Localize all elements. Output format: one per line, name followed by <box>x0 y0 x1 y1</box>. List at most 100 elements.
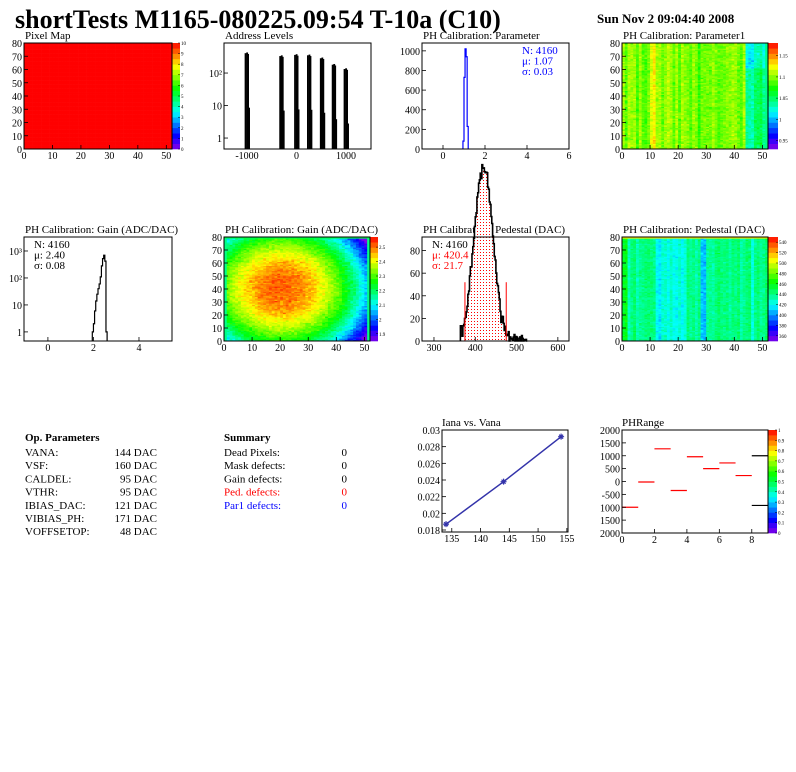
heatmap-cell <box>132 131 136 134</box>
heatmap-cell <box>622 123 626 126</box>
heatmap-cell <box>83 74 87 77</box>
heatmap-cell <box>69 78 73 81</box>
heatmap-cell <box>46 99 50 102</box>
heatmap-cell <box>29 60 33 62</box>
heatmap-cell <box>38 62 42 65</box>
heatmap-cell <box>38 81 42 84</box>
heatmap-cell <box>117 92 122 94</box>
heatmap-cell <box>61 84 65 86</box>
heatmap-cell <box>115 137 119 139</box>
heatmap-cell <box>78 118 82 121</box>
heatmap-cell <box>123 147 127 150</box>
heatmap-cell <box>112 92 116 94</box>
heatmap-cell <box>103 138 107 141</box>
heatmap-cell <box>622 113 626 115</box>
heatmap-cell <box>152 121 156 123</box>
heatmap-cell <box>49 50 53 53</box>
heatmap-cell <box>66 107 70 110</box>
heatmap-cell <box>140 77 144 80</box>
heatmap-cell <box>58 101 62 103</box>
heatmap-cell <box>98 115 102 118</box>
heatmap-cell <box>92 77 96 80</box>
heatmap-cell <box>126 72 130 74</box>
heatmap-cell <box>103 45 107 48</box>
heatmap-cell <box>636 88 640 90</box>
heatmap-cell <box>143 53 147 56</box>
heatmap-cell <box>143 134 147 137</box>
heatmap-cell <box>58 50 62 53</box>
heatmap-cell <box>103 137 107 139</box>
heatmap-cell <box>86 123 90 126</box>
heatmap-cell <box>29 66 33 69</box>
heatmap-cell <box>622 119 626 122</box>
heatmap-cell <box>135 141 139 143</box>
heatmap-cell <box>638 114 642 117</box>
heatmap-cell <box>622 61 626 64</box>
heatmap-cell <box>146 107 150 110</box>
heatmap-cell <box>86 103 90 106</box>
heatmap-cell <box>627 118 631 121</box>
heatmap-cell <box>38 80 42 82</box>
heatmap-cell <box>146 66 150 69</box>
heatmap-cell <box>163 119 167 122</box>
heatmap-cell <box>95 127 99 130</box>
heatmap-cell <box>112 94 116 97</box>
heatmap-cell <box>100 129 104 131</box>
heatmap-cell <box>24 101 28 103</box>
heatmap-cell <box>75 77 79 80</box>
heatmap-cell <box>58 72 62 74</box>
heatmap-cell <box>163 113 167 115</box>
heatmap-cell <box>641 78 645 81</box>
heatmap-cell <box>35 133 39 135</box>
heatmap-cell <box>46 70 50 73</box>
heatmap-cell <box>58 97 62 99</box>
heatmap-cell <box>89 110 93 113</box>
heatmap-cell <box>135 85 139 88</box>
heatmap-cell <box>24 121 28 123</box>
heatmap-cell <box>95 123 99 126</box>
heatmap-cell <box>109 46 113 49</box>
heatmap-cell <box>630 72 634 74</box>
heatmap-cell <box>103 82 107 85</box>
heatmap-cell <box>126 109 130 111</box>
heatmap-cell <box>43 73 48 76</box>
heatmap-cell <box>123 50 127 53</box>
heatmap-cell <box>38 105 42 107</box>
palette-tick-label: 7 <box>181 74 184 79</box>
heatmap-cell <box>98 64 102 66</box>
heatmap-cell <box>66 85 70 88</box>
heatmap-cell <box>32 99 36 102</box>
heatmap-cell <box>115 88 119 90</box>
heatmap-cell <box>157 125 161 127</box>
heatmap-cell <box>143 69 147 72</box>
heatmap-cell <box>109 89 113 92</box>
heatmap-cell <box>72 80 76 82</box>
heatmap-cell <box>103 80 107 82</box>
heatmap-cell <box>43 62 48 65</box>
heatmap-cell <box>38 49 42 52</box>
heatmap-cell <box>49 126 53 129</box>
heatmap-cell <box>137 58 141 61</box>
heatmap-cell <box>135 49 139 52</box>
heatmap-cell <box>106 97 110 99</box>
heatmap-cell <box>92 103 96 106</box>
heatmap-cell <box>49 98 53 101</box>
heatmap-cell <box>129 62 133 65</box>
heatmap-cell <box>137 73 141 76</box>
heatmap-cell <box>160 126 164 129</box>
heatmap-cell <box>157 102 161 105</box>
heatmap-cell <box>69 115 73 118</box>
heatmap-cell <box>140 141 144 143</box>
heatmap-cell <box>115 110 119 113</box>
heatmap-cell <box>112 49 116 52</box>
heatmap-cell <box>46 111 50 114</box>
heatmap-cell <box>103 64 107 66</box>
palette-band <box>172 85 180 91</box>
heatmap-cell <box>627 127 631 130</box>
heatmap-cell <box>38 106 42 109</box>
heatmap-cell <box>132 126 136 129</box>
heatmap-cell <box>630 122 634 125</box>
heatmap-cell <box>95 93 99 95</box>
heatmap-cell <box>166 110 170 113</box>
